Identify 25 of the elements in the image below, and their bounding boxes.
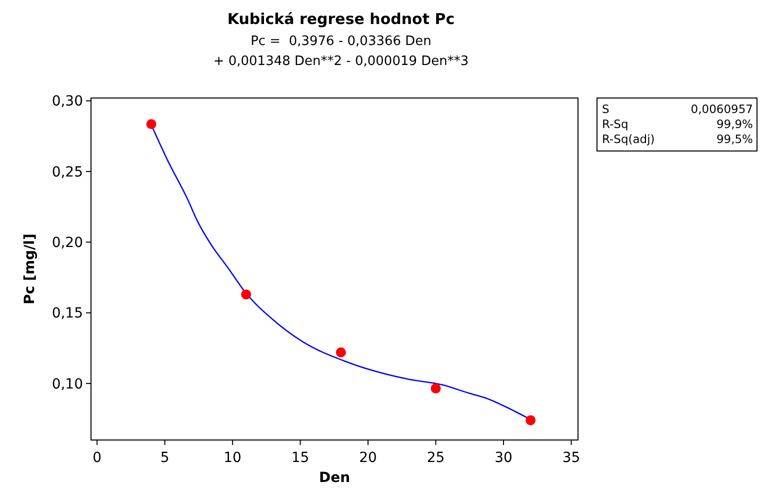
- x-tick-label: 20: [359, 450, 377, 466]
- x-tick-label: 10: [224, 450, 242, 466]
- text: S 0,0060957: [602, 102, 753, 116]
- y-tick-label: 0,10: [52, 376, 83, 392]
- y-tick-label: 0,25: [52, 164, 83, 180]
- chart-title: Kubická regrese hodnot Pc: [227, 10, 455, 28]
- point: [146, 119, 156, 130]
- y-tick-label: 0,15: [52, 306, 83, 322]
- x-tick-label: 15: [291, 450, 310, 466]
- x-tick-label: 35: [562, 450, 580, 466]
- x-axis-title: Den: [318, 470, 350, 486]
- text: R-Sq(adj) 99,5%: [602, 132, 753, 146]
- y-tick-label: 0,30: [52, 94, 83, 110]
- point: [526, 415, 536, 426]
- point: [430, 383, 441, 394]
- x-tick-label: 0: [92, 450, 102, 466]
- x-tick-label: 25: [426, 450, 445, 466]
- chart-subtitle: Pc = 0,3976 - 0,03366 Den + 0,001348 Den**2 - 0,000019 Den**3: [213, 34, 469, 69]
- point: [241, 289, 252, 300]
- text: R-Sq 99,9%: [602, 117, 753, 131]
- x-tick-label: 5: [160, 450, 170, 466]
- y-tick-label: 0,20: [52, 235, 83, 252]
- point: [336, 347, 346, 358]
- x-tick-label: 30: [494, 450, 512, 466]
- y-axis-title: Pc [mg/l]: [22, 234, 38, 304]
